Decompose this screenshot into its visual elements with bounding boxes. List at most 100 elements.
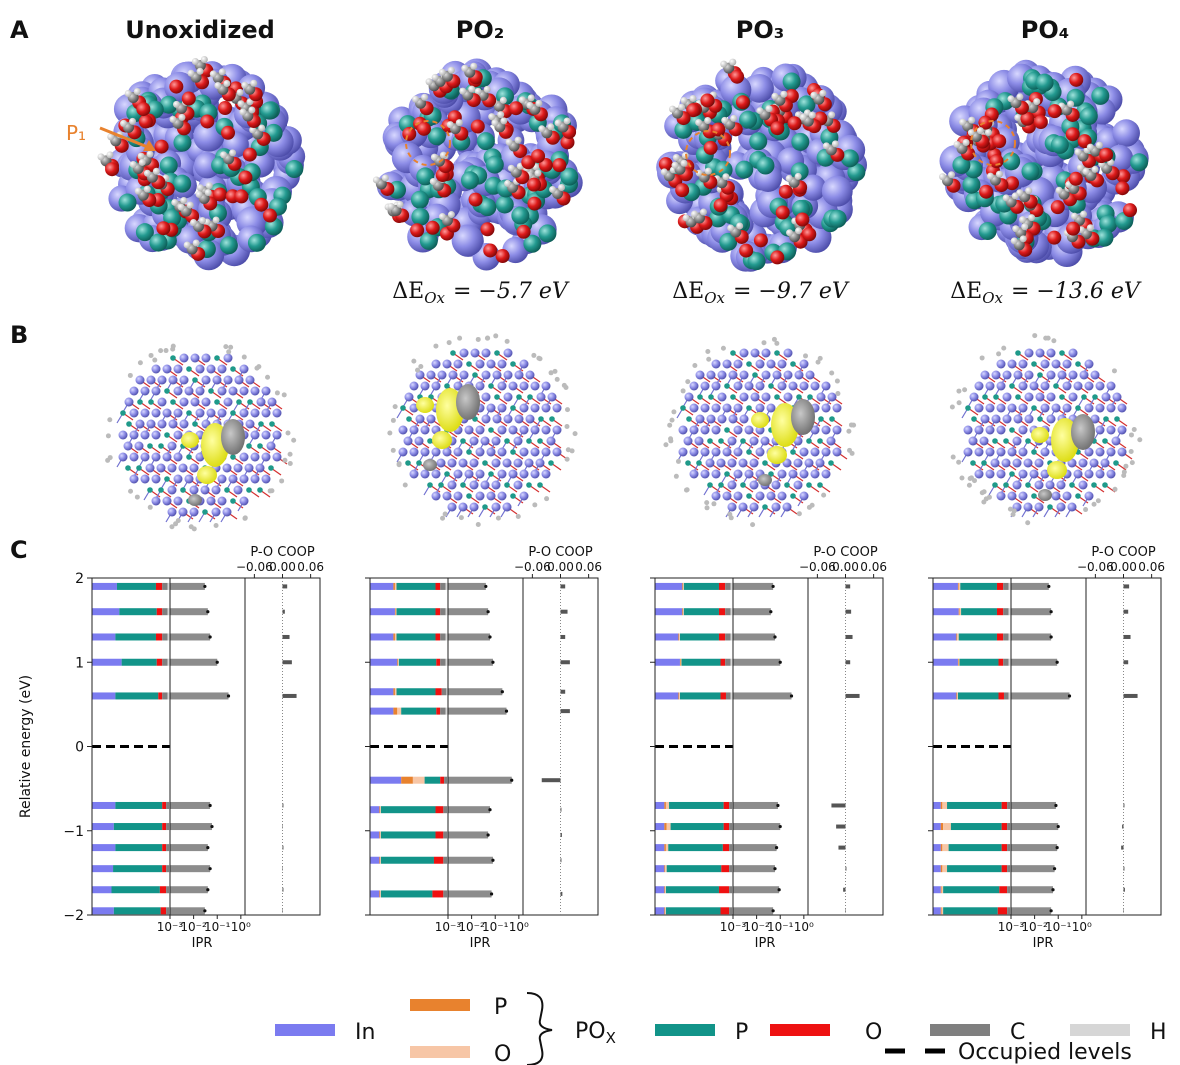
atom-in (806, 482, 812, 488)
level-diagram: 10⁻³10⁻²10⁻¹10⁰IPR−0.060.000.06P-O COOP (928, 545, 1165, 951)
coop-bar (831, 803, 845, 807)
ipr-point (779, 825, 782, 828)
atom-in (224, 487, 230, 493)
atom-in (141, 409, 150, 418)
atom-h (552, 369, 557, 374)
atom-h (1016, 93, 1023, 100)
atom-in (498, 360, 507, 369)
atom-in (186, 410, 192, 416)
atom-in (246, 443, 252, 449)
composition-segment (941, 802, 943, 809)
level-diagram: 10⁻³10⁻²10⁻¹10⁰IPR−0.060.000.06P-O COOP (365, 545, 602, 951)
atom-p (1091, 87, 1109, 105)
atom-in (251, 409, 260, 418)
composition-segment (370, 633, 393, 640)
atom-in (756, 382, 765, 391)
atom-h (996, 171, 1003, 178)
atom-in (476, 492, 485, 501)
atom-in (240, 387, 249, 396)
composition-segment (162, 608, 167, 615)
atom-in (740, 371, 749, 380)
atom-in (208, 388, 214, 394)
atom-in (163, 453, 172, 462)
ipr-point (209, 804, 212, 807)
atom-in (1031, 361, 1037, 367)
atom-in (542, 448, 551, 457)
atom-h (774, 341, 779, 346)
atom-h (1033, 98, 1040, 105)
composition-segment (436, 608, 441, 615)
atom-h (1001, 346, 1006, 351)
ipr-bar (1011, 844, 1057, 851)
atom-h (954, 141, 961, 148)
x-tick-label: 10⁰ (231, 920, 251, 934)
atom-in (992, 482, 998, 488)
atom-p (411, 191, 429, 209)
atom-in (466, 493, 472, 499)
atom-h (237, 100, 244, 107)
atom-h (821, 493, 826, 498)
atom-in (975, 426, 984, 435)
atom-o (136, 102, 150, 116)
x-axis-label: IPR (755, 936, 776, 951)
atom-o (156, 221, 170, 235)
level-diagram: −2−1012Relative energy (eV)10⁻³10⁻²10⁻¹1… (18, 545, 324, 951)
atom-h (1080, 211, 1087, 218)
atom-in (800, 470, 809, 479)
atom-in (728, 481, 737, 490)
atom-o (1069, 73, 1083, 87)
composition-segment (933, 802, 941, 809)
atom-in (553, 448, 562, 457)
atom-in (163, 497, 172, 506)
atom-in (147, 443, 153, 449)
atom-in (504, 349, 513, 358)
atom-h (1129, 449, 1134, 454)
atom-o (155, 140, 169, 154)
atom-h (1051, 338, 1056, 343)
atom-in (833, 448, 842, 457)
coop-bar (542, 778, 561, 782)
atom-in (982, 394, 988, 400)
atom-in (712, 404, 721, 413)
composition-segment (381, 831, 436, 838)
ipr-point (790, 694, 793, 697)
composition-segment (397, 583, 436, 590)
ipr-bar (170, 802, 210, 809)
atom-h (968, 476, 973, 481)
atom-in (1068, 503, 1077, 512)
atom-in (1069, 371, 1078, 380)
composition-segment (1007, 907, 1010, 914)
x-axis-label: IPR (470, 936, 491, 951)
atom-h (959, 119, 966, 126)
atom-in (1085, 404, 1094, 413)
atom-h (680, 160, 687, 167)
atom-p (829, 210, 847, 228)
atom-in (712, 426, 721, 435)
atom-h (987, 173, 994, 180)
atom-o (736, 95, 750, 109)
coop-tick-label: 0.06 (575, 560, 602, 574)
ipr-bar (170, 844, 208, 851)
atom-p (1036, 74, 1054, 92)
atom-in (185, 475, 194, 484)
atom-in (1008, 492, 1017, 501)
atom-h (149, 353, 154, 358)
atom-in (262, 387, 271, 396)
atom-h (681, 388, 686, 393)
atom-h (1132, 427, 1137, 432)
atom-in (470, 437, 479, 446)
atom-in (427, 415, 436, 424)
x-tick-label: 10⁻² (743, 920, 770, 934)
composition-segment (680, 692, 721, 699)
atom-h (433, 344, 438, 349)
atom-in (1013, 481, 1022, 490)
ipr-point (778, 888, 781, 891)
atom-in (1103, 416, 1109, 422)
atom-in (214, 399, 220, 405)
atom-h (761, 340, 766, 345)
atom-h (661, 168, 668, 175)
atom-in (262, 475, 271, 484)
atom-in (1019, 360, 1028, 369)
atom-h (1092, 502, 1097, 507)
atom-h (223, 344, 228, 349)
